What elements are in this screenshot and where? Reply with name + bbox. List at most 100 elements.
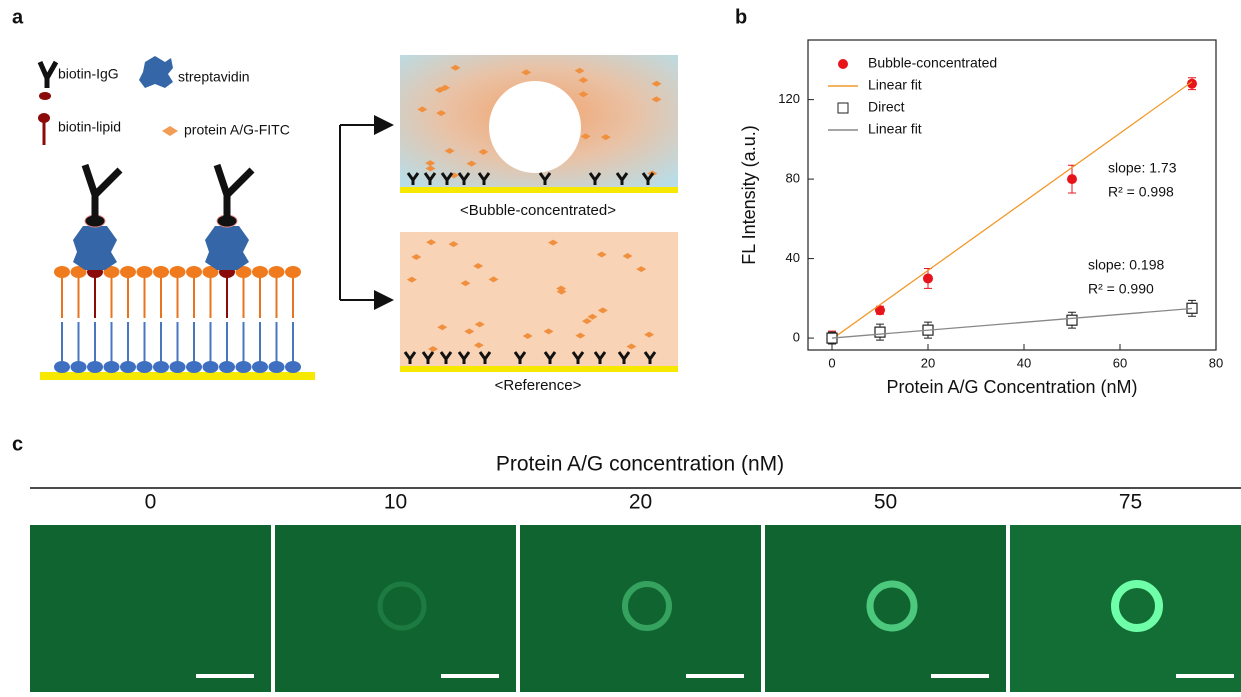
head — [268, 266, 285, 278]
micrograph — [765, 525, 1006, 692]
antibody — [478, 351, 492, 364]
panel-label: c — [12, 433, 23, 455]
legend-swatch — [838, 59, 848, 69]
particle — [406, 276, 417, 283]
antibody — [406, 172, 420, 185]
bubble-ring — [377, 581, 427, 631]
bubble-ring — [622, 581, 672, 631]
antibody — [440, 172, 454, 185]
antibody — [593, 351, 607, 364]
particle — [411, 253, 422, 260]
head — [285, 266, 301, 278]
head — [169, 266, 186, 278]
antibody — [643, 351, 657, 364]
point — [1066, 314, 1078, 326]
head — [252, 266, 268, 278]
particle — [440, 84, 451, 91]
point — [874, 326, 886, 338]
head — [136, 266, 153, 278]
y-axis-label: FL Intensity (a.u.) — [739, 125, 759, 264]
head — [268, 361, 285, 373]
x-tick-label: 0 — [828, 355, 835, 370]
y-tick-label: 40 — [786, 250, 800, 265]
particle — [450, 64, 461, 71]
head — [186, 266, 202, 278]
y-tick-label: 0 — [793, 330, 800, 345]
image-label: 10 — [384, 491, 407, 514]
micrograph — [275, 525, 516, 692]
caption: <Bubble-concentrated> — [460, 202, 616, 219]
head — [252, 361, 268, 373]
antibody — [423, 172, 437, 185]
legend-label: Bubble-concentrated — [868, 55, 997, 71]
particle — [556, 288, 567, 295]
head — [285, 361, 301, 373]
head — [153, 361, 169, 373]
head — [70, 266, 87, 278]
particle — [651, 80, 662, 87]
scale-bar — [686, 674, 744, 678]
head — [120, 266, 136, 278]
scale-bar — [931, 674, 989, 678]
image-label: 0 — [145, 491, 157, 514]
particle — [597, 307, 608, 314]
particle — [580, 133, 591, 140]
image-label: 20 — [629, 491, 652, 514]
head — [186, 361, 202, 373]
antibody — [457, 351, 471, 364]
image-row: 0 10 20 50 75 — [30, 491, 1241, 692]
point — [875, 305, 885, 316]
particle — [522, 332, 533, 339]
y-tick-label: 80 — [786, 171, 800, 186]
particle — [600, 134, 611, 141]
chart: 0 20 40 60 80 0 40 80 120 Protein A/G Concentrati… — [739, 39, 1223, 397]
igg — [81, 163, 123, 216]
antibody — [421, 351, 435, 364]
legend-text: biotin-IgG — [58, 66, 119, 82]
particle — [448, 241, 459, 248]
particle — [474, 321, 485, 328]
head — [103, 361, 120, 373]
biotin — [84, 214, 106, 228]
head — [103, 266, 120, 278]
particle — [578, 77, 589, 84]
x-tick-label: 80 — [1209, 355, 1223, 370]
antibody — [457, 172, 471, 185]
caption: <Reference> — [495, 377, 582, 394]
particle — [460, 280, 471, 287]
particle — [651, 96, 662, 103]
legend-label: Linear fit — [868, 77, 922, 93]
head — [70, 361, 87, 373]
particle — [548, 239, 559, 246]
head — [219, 361, 235, 373]
antibody — [513, 351, 527, 364]
annotation: R² = 0.990 — [1088, 281, 1154, 297]
scale-bar — [441, 674, 499, 678]
antibody — [439, 351, 453, 364]
particle — [437, 324, 448, 331]
scale-bar — [1176, 674, 1234, 678]
particles — [403, 64, 662, 364]
streptavidin — [73, 226, 117, 270]
micrograph — [520, 525, 761, 692]
antibody — [477, 172, 491, 185]
igg — [213, 163, 255, 216]
panel-label: a — [12, 6, 24, 28]
particle — [473, 263, 484, 270]
legend-text: biotin-lipid — [58, 119, 121, 135]
bubble-box — [339, 55, 678, 372]
head — [153, 266, 169, 278]
particle — [521, 69, 532, 76]
head — [54, 266, 70, 278]
fit-line — [831, 81, 1193, 340]
x-tick-label: 20 — [921, 355, 935, 370]
particle — [425, 165, 436, 172]
y-tick-label: 120 — [778, 91, 800, 106]
head — [120, 361, 136, 373]
particle — [478, 148, 489, 155]
antibody — [403, 351, 417, 364]
head — [54, 361, 70, 373]
head — [235, 361, 252, 373]
diagram-legend: biotin-IgG streptavidin biotin-lipid pro… — [37, 56, 290, 145]
